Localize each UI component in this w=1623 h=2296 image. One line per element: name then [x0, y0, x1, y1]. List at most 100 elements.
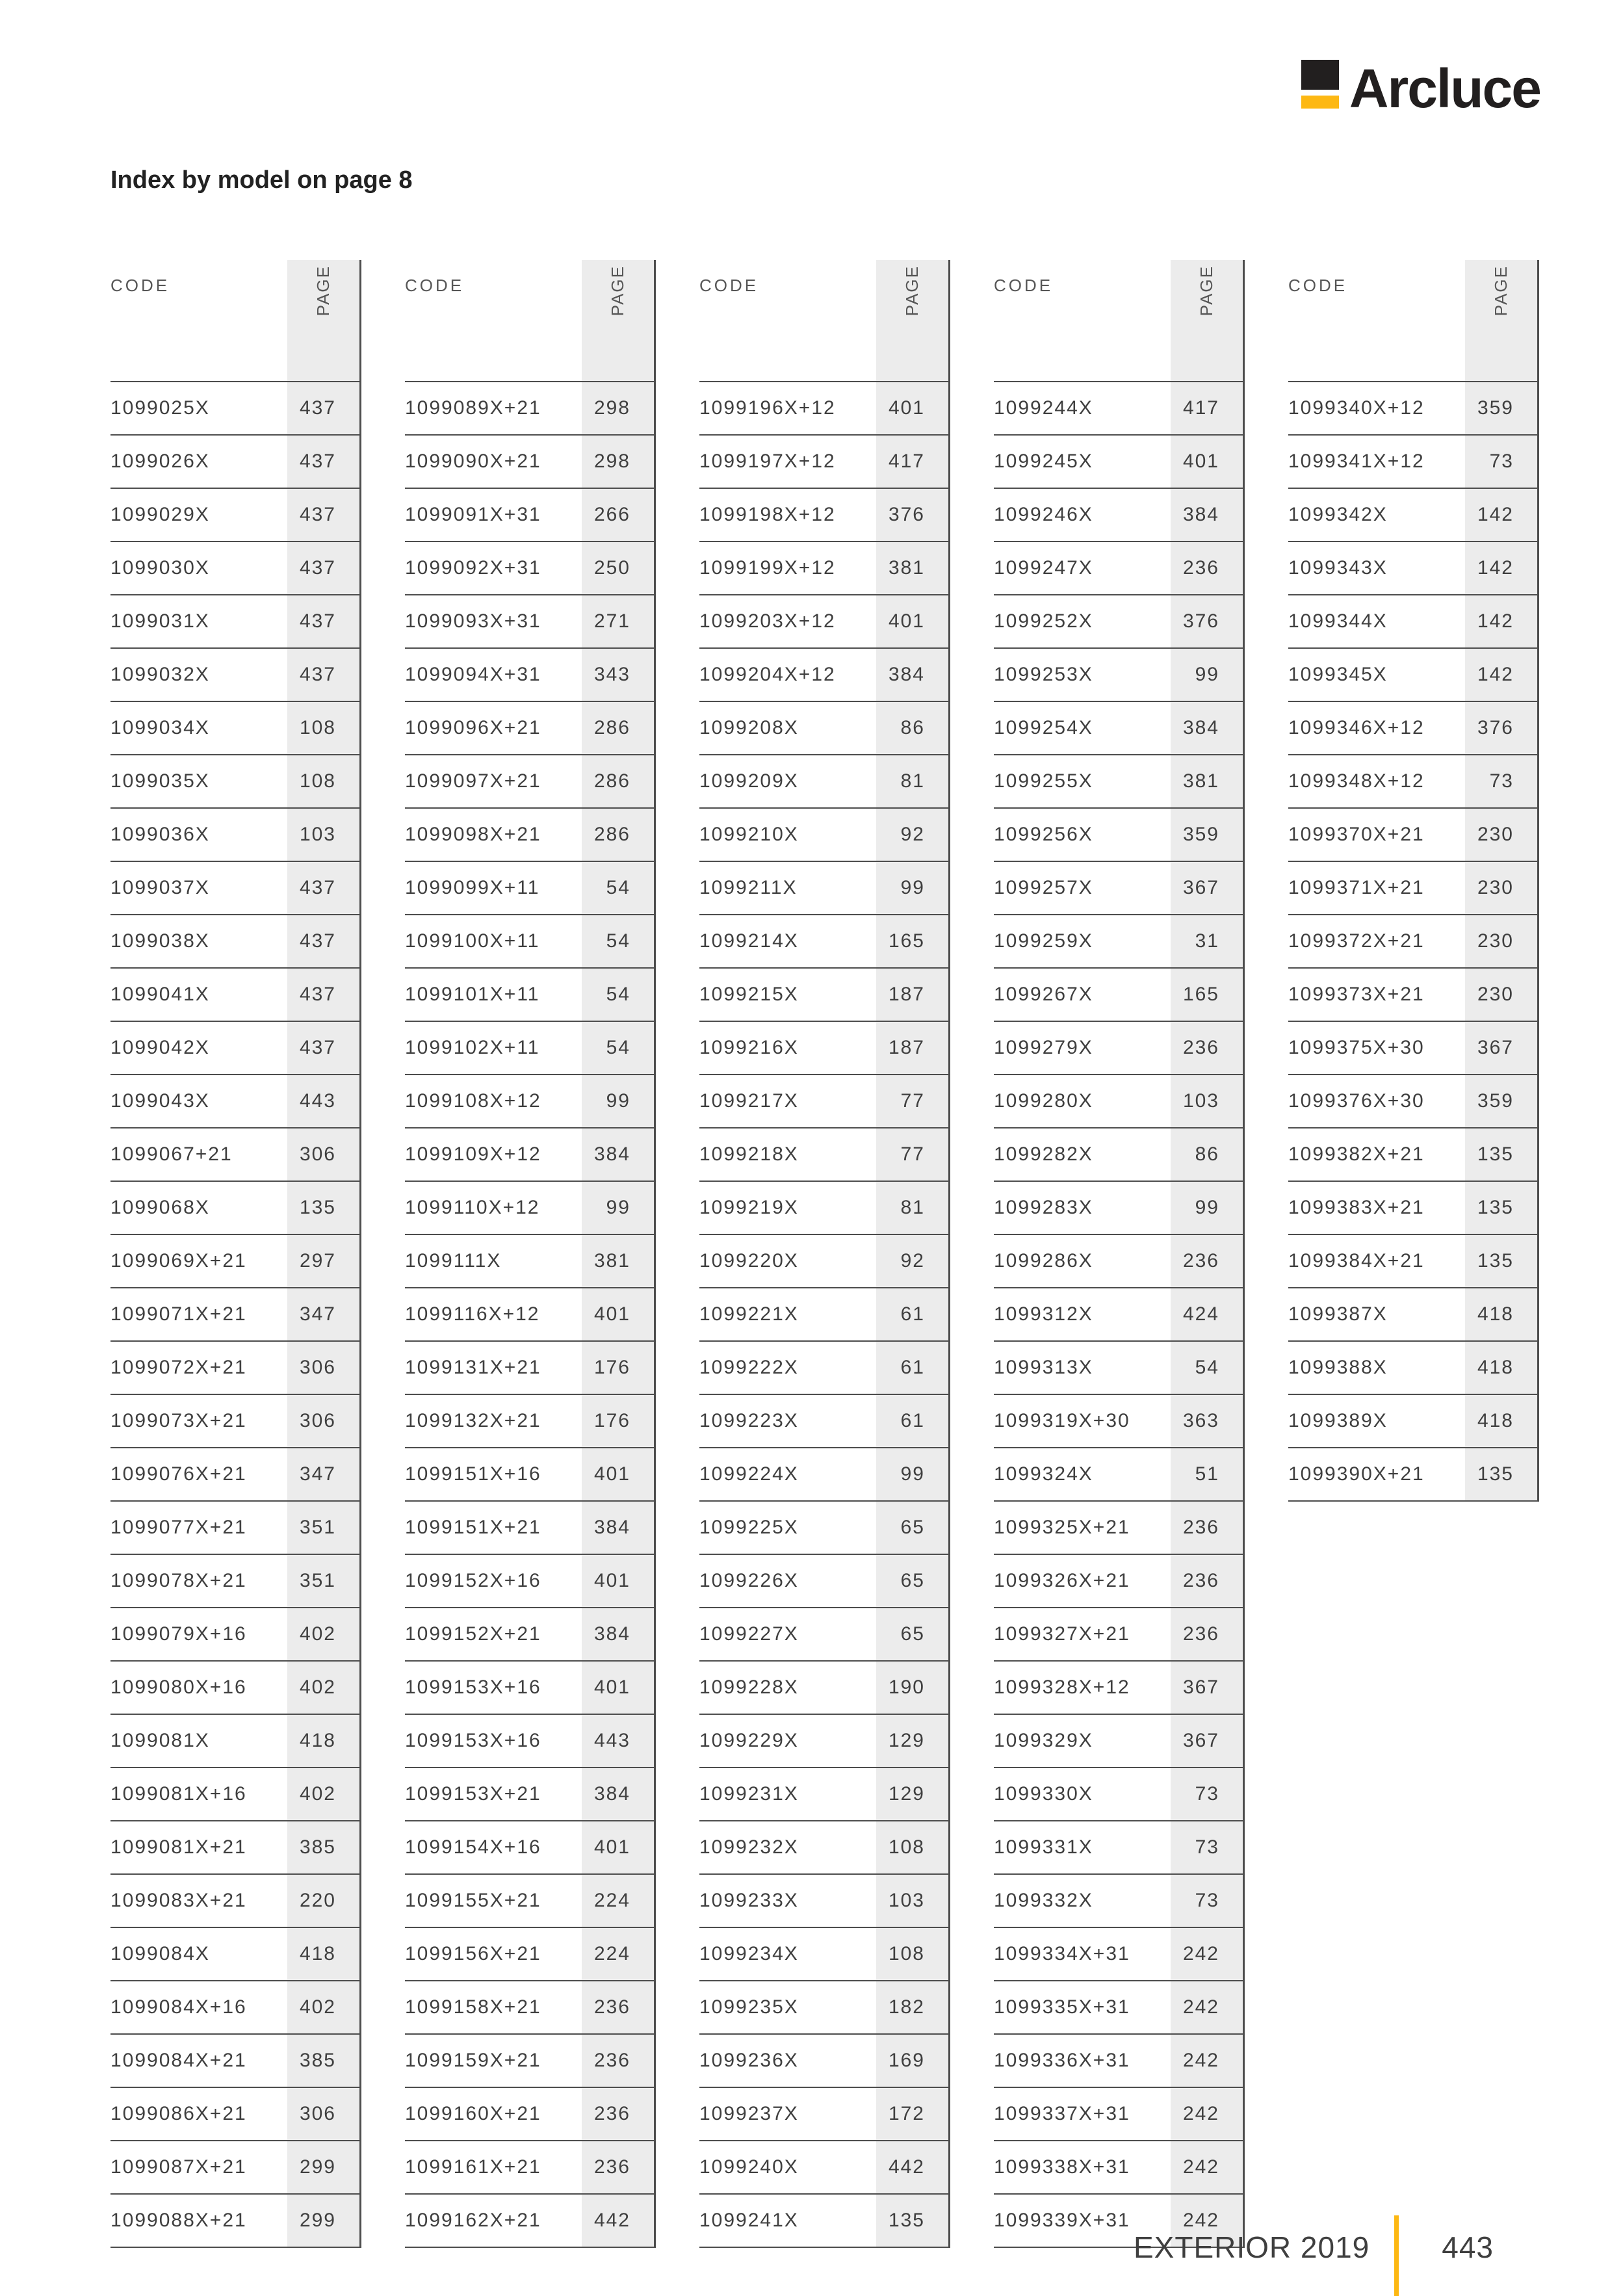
page-reference: 187: [876, 1022, 950, 1074]
table-row: 1099154X+16 401: [405, 1820, 656, 1873]
table-row: 1099152X+21 384: [405, 1607, 656, 1660]
page-reference: 236: [582, 2088, 656, 2140]
page-reference: 73: [1465, 436, 1539, 488]
table-row: 1099229X 129: [699, 1714, 950, 1767]
model-code: 1099030X: [110, 557, 210, 579]
model-code: 1099161X+21: [405, 2156, 541, 2178]
model-code: 1099160X+21: [405, 2103, 541, 2124]
table-row: 1099132X+21 176: [405, 1394, 656, 1447]
table-row: 1099233X 103: [699, 1873, 950, 1927]
table-row: 1099211X 99: [699, 861, 950, 914]
table-row: 1099240X 442: [699, 2140, 950, 2193]
model-code: 1099073X+21: [110, 1410, 247, 1431]
table-row: 1099244X 417: [994, 381, 1245, 434]
table-row: 1099226X 65: [699, 1554, 950, 1607]
index-table-column-5: CODE PAGE 1099340X+12 359 1099341X+12 73 109…: [1288, 260, 1539, 1502]
page-reference: 437: [287, 542, 361, 594]
page-column-header-cell: PAGE: [876, 260, 950, 381]
model-code: 1099319X+30: [994, 1410, 1130, 1431]
brand-name: Arcluce: [1349, 57, 1542, 119]
table-row: 1099231X 129: [699, 1767, 950, 1820]
page-reference: 437: [287, 649, 361, 701]
table-row: 1099083X+21 220: [110, 1873, 361, 1927]
table-row: 1099216X 187: [699, 1021, 950, 1074]
model-code: 1099029X: [110, 504, 210, 525]
code-column-header: CODE: [405, 276, 465, 295]
table-row: 1099204X+12 384: [699, 647, 950, 701]
page-reference: 172: [876, 2088, 950, 2140]
table-row: 1099079X+16 402: [110, 1607, 361, 1660]
page-reference: 442: [582, 2195, 656, 2247]
model-code: 1099035X: [110, 770, 210, 792]
model-code: 1099025X: [110, 397, 210, 419]
table-row: 1099159X+21 236: [405, 2033, 656, 2087]
page-reference: 437: [287, 595, 361, 647]
page-reference: 359: [1465, 382, 1539, 434]
table-header: CODE PAGE: [699, 260, 950, 381]
model-code: 1099341X+12: [1288, 450, 1425, 472]
model-code: 1099031X: [110, 610, 210, 632]
folio-page-number: 443: [1442, 2230, 1494, 2264]
model-code: 1099072X+21: [110, 1357, 247, 1378]
model-code: 1099116X+12: [405, 1303, 540, 1325]
model-code: 1099093X+31: [405, 610, 541, 632]
model-code: 1099153X+16: [405, 1730, 541, 1751]
table-row: 1099341X+12 73: [1288, 434, 1539, 488]
model-code: 1099081X+21: [110, 1836, 247, 1858]
page-reference: 99: [582, 1075, 656, 1127]
model-code: 1099237X: [699, 2103, 799, 2124]
model-code: 1099219X: [699, 1197, 799, 1218]
table-row: 1099036X 103: [110, 807, 361, 861]
page-reference: 135: [1465, 1448, 1539, 1500]
model-code: 1099344X: [1288, 610, 1388, 632]
model-code: 1099336X+31: [994, 2050, 1130, 2071]
page-title: Index by model on page 8: [110, 166, 413, 194]
page-reference: 306: [287, 1395, 361, 1447]
model-code: 1099235X: [699, 1996, 799, 2018]
page-reference: 73: [1465, 755, 1539, 807]
logo-mark-square: [1301, 60, 1339, 90]
model-code: 1099383X+21: [1288, 1197, 1425, 1218]
model-code: 1099390X+21: [1288, 1463, 1425, 1485]
page-reference: 299: [287, 2195, 361, 2247]
table-row: 1099327X+21 236: [994, 1607, 1245, 1660]
model-code: 1099155X+21: [405, 1890, 541, 1911]
model-code: 1099158X+21: [405, 1996, 541, 2018]
table-row: 1099101X+11 54: [405, 967, 656, 1021]
page-reference: 443: [287, 1075, 361, 1127]
table-row: 1099089X+21 298: [405, 381, 656, 434]
page-reference: 54: [582, 862, 656, 914]
model-code: 1099345X: [1288, 664, 1388, 685]
table-row: 1099384X+21 135: [1288, 1234, 1539, 1287]
page-reference: 236: [1171, 1022, 1245, 1074]
table-row: 1099344X 142: [1288, 594, 1539, 647]
model-code: 1099217X: [699, 1090, 799, 1112]
page-reference: 236: [1171, 542, 1245, 594]
model-code: 1099223X: [699, 1410, 799, 1431]
page-reference: 142: [1465, 542, 1539, 594]
table-row: 1099332X 73: [994, 1873, 1245, 1927]
model-code: 1099327X+21: [994, 1623, 1130, 1645]
page-reference: 385: [287, 1821, 361, 1873]
model-code: 1099152X+21: [405, 1623, 541, 1645]
page-reference: 176: [582, 1342, 656, 1394]
table-row: 1099080X+16 402: [110, 1660, 361, 1714]
table-row: 1099372X+21 230: [1288, 914, 1539, 967]
table-row: 1099071X+21 347: [110, 1287, 361, 1340]
table-row: 1099237X 172: [699, 2087, 950, 2140]
table-row: 1099035X 108: [110, 754, 361, 807]
model-code: 1099084X+16: [110, 1996, 247, 2018]
page-reference: 401: [582, 1662, 656, 1714]
model-code: 1099204X+12: [699, 664, 836, 685]
page-reference: 73: [1171, 1821, 1245, 1873]
table-row: 1099376X+30 359: [1288, 1074, 1539, 1127]
model-code: 1099259X: [994, 930, 1093, 952]
table-row: 1099389X 418: [1288, 1394, 1539, 1447]
page-reference: 286: [582, 809, 656, 861]
model-code: 1099090X+21: [405, 450, 541, 472]
index-tables: CODE PAGE 1099025X 437 1099026X 437 1099029X…: [110, 260, 1539, 2248]
table-row: 1099081X 418: [110, 1714, 361, 1767]
page-reference: 236: [582, 2141, 656, 2193]
model-code: 1099220X: [699, 1250, 799, 1272]
page-reference: 108: [287, 702, 361, 754]
